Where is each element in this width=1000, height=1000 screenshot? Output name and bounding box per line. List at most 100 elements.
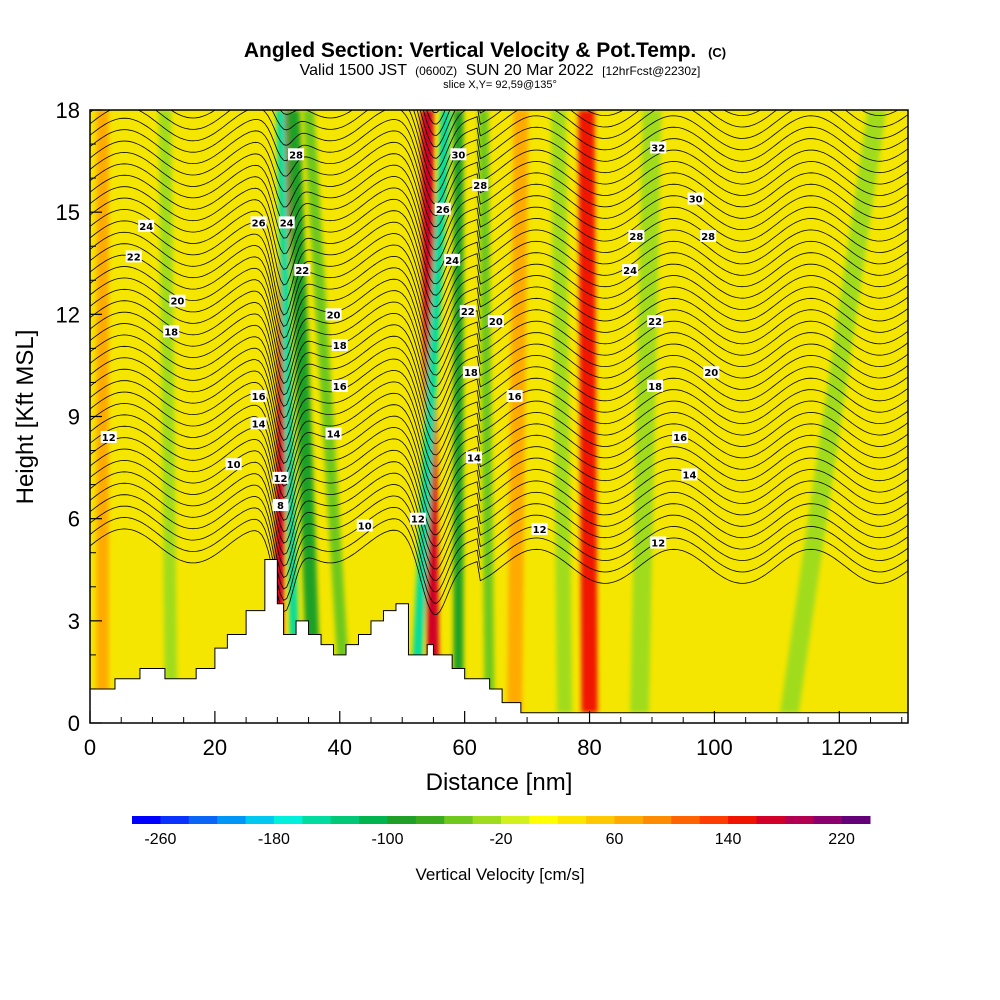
velocity-band xyxy=(630,110,662,713)
plot-area: 28 26 24 24 22 22 20 18 20 18 16 16 14 14 12 10 12 8 10 12 3… xyxy=(90,110,908,723)
colorbar-swatch xyxy=(273,816,303,824)
svg-text:8: 8 xyxy=(277,501,284,512)
theta-isoline xyxy=(90,402,908,490)
svg-text:16: 16 xyxy=(333,382,347,393)
theta-isoline xyxy=(90,197,908,285)
contour-label: 20 xyxy=(169,294,186,308)
svg-text:12: 12 xyxy=(533,525,547,536)
colorbar-label: Vertical Velocity [cm/s] xyxy=(415,865,584,884)
colorbar-swatch xyxy=(359,816,388,824)
contour-label: 12 xyxy=(272,471,289,485)
theta-isoline xyxy=(90,414,908,502)
x-tick-label: 80 xyxy=(577,735,601,760)
svg-text:16: 16 xyxy=(508,392,522,403)
svg-text:14: 14 xyxy=(467,453,481,464)
svg-text:18: 18 xyxy=(464,368,478,379)
potential-temperature-isolines xyxy=(90,110,908,616)
valid-time-prefix: Valid 1500 JST xyxy=(300,62,408,79)
colorbar xyxy=(132,816,871,824)
x-tick-label: 120 xyxy=(821,735,858,760)
colorbar-swatch xyxy=(557,816,587,824)
svg-text:12: 12 xyxy=(273,474,287,485)
y-tick-label: 0 xyxy=(68,711,80,736)
velocity-band xyxy=(507,110,529,713)
y-tick-label: 15 xyxy=(56,200,80,225)
contour-label: 18 xyxy=(647,379,664,393)
colorbar-swatch xyxy=(245,816,275,824)
theta-isoline xyxy=(90,494,908,581)
svg-text:28: 28 xyxy=(473,181,487,192)
contour-label: 12 xyxy=(531,522,548,536)
contour-label: 12 xyxy=(409,512,426,526)
contour-label: 22 xyxy=(294,264,311,277)
contour-label: 8 xyxy=(272,499,289,512)
colorbar-swatch xyxy=(671,816,701,824)
svg-text:20: 20 xyxy=(489,317,503,328)
svg-text:12: 12 xyxy=(411,515,425,526)
colorbar-tick-label: 140 xyxy=(715,831,742,848)
contour-label: 24 xyxy=(444,253,461,267)
svg-text:12: 12 xyxy=(651,539,665,550)
y-tick-label: 6 xyxy=(68,507,80,532)
contour-label: 14 xyxy=(325,427,342,441)
contour-label: 20 xyxy=(487,315,504,328)
velocity-band xyxy=(302,110,352,713)
svg-text:30: 30 xyxy=(689,195,703,206)
colorbar-tick-label: -180 xyxy=(258,831,290,848)
contour-label: 32 xyxy=(650,141,667,154)
theta-isoline xyxy=(90,357,908,445)
x-tick-label: 0 xyxy=(84,735,96,760)
colorbar-tick-label: 60 xyxy=(606,831,624,848)
theta-isoline xyxy=(90,163,908,251)
valid-time-utc: (0600Z) xyxy=(415,64,457,78)
svg-text:16: 16 xyxy=(252,392,266,403)
colorbar-swatch xyxy=(444,816,474,824)
theta-isoline xyxy=(90,505,908,593)
contour-label: 18 xyxy=(163,325,180,338)
contour-label: 22 xyxy=(647,315,664,328)
colorbar-tick-label: -20 xyxy=(489,831,512,848)
contour-label: 28 xyxy=(472,178,489,192)
x-tick-label: 60 xyxy=(452,735,476,760)
theta-isoline xyxy=(90,425,908,513)
contour-label: 16 xyxy=(506,390,523,403)
chart-title: Angled Section: Vertical Velocity & Pot.… xyxy=(244,39,726,62)
contour-label: 12 xyxy=(650,536,667,550)
contour-label: 30 xyxy=(450,148,467,161)
x-axis: 0 20 40 60 80 100 120 xyxy=(84,711,903,760)
theta-isoline xyxy=(90,391,908,479)
theta-isoline xyxy=(170,110,908,171)
svg-text:14: 14 xyxy=(682,470,696,481)
svg-text:10: 10 xyxy=(358,521,372,532)
theta-isoline xyxy=(90,482,908,570)
svg-text:22: 22 xyxy=(461,307,475,318)
svg-text:22: 22 xyxy=(648,317,662,328)
theta-isoline xyxy=(90,220,908,308)
velocity-band xyxy=(158,110,178,713)
theta-isoline xyxy=(90,345,908,433)
svg-text:20: 20 xyxy=(327,310,341,321)
colorbar-swatch xyxy=(330,816,360,824)
theta-isoline xyxy=(90,186,908,273)
contour-label: 22 xyxy=(459,304,476,318)
contour-label: 10 xyxy=(225,458,242,471)
svg-text:10: 10 xyxy=(227,460,241,471)
colorbar-swatch xyxy=(132,816,161,824)
colorbar-tick-label: 220 xyxy=(828,831,855,848)
svg-text:16: 16 xyxy=(673,433,687,444)
velocity-band xyxy=(478,110,495,713)
colorbar-tick-label: -100 xyxy=(371,831,403,848)
svg-text:22: 22 xyxy=(127,252,141,263)
colorbar-swatch xyxy=(813,816,843,824)
theta-isoline xyxy=(90,471,908,559)
theta-isoline xyxy=(90,254,908,342)
theta-isoline xyxy=(90,437,908,524)
contour-label: 16 xyxy=(672,430,689,444)
theta-isoline xyxy=(90,110,908,194)
colorbar-swatch xyxy=(472,816,502,824)
svg-text:30: 30 xyxy=(451,150,465,161)
svg-text:28: 28 xyxy=(629,232,643,243)
svg-text:24: 24 xyxy=(623,266,637,277)
colorbar-swatch xyxy=(784,816,814,824)
